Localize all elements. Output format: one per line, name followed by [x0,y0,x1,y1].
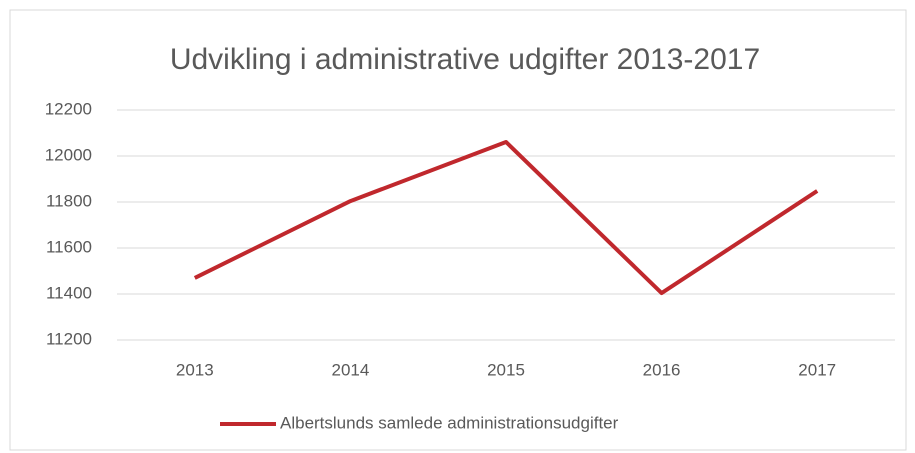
y-tick-label: 11800 [46,191,92,210]
chart-border [9,9,907,451]
y-tick-label: 11600 [46,237,92,256]
y-tick-label: 12000 [45,145,92,164]
data-line [193,139,819,296]
x-tick-label: 2015 [487,360,525,379]
y-tick-label: 12200 [45,99,92,118]
x-tick-label: 2017 [798,360,836,379]
y-tick-label: 11400 [46,283,92,302]
y-tick-label: 11200 [46,329,92,348]
x-tick-label: 2016 [643,360,681,379]
legend-label: Albertslunds samlede administrationsudgi… [280,413,619,432]
x-tick-label: 2013 [176,360,214,379]
x-tick-label: 2014 [331,360,369,379]
chart-title: Udvikling i administrative udgifter 2013… [170,43,760,76]
